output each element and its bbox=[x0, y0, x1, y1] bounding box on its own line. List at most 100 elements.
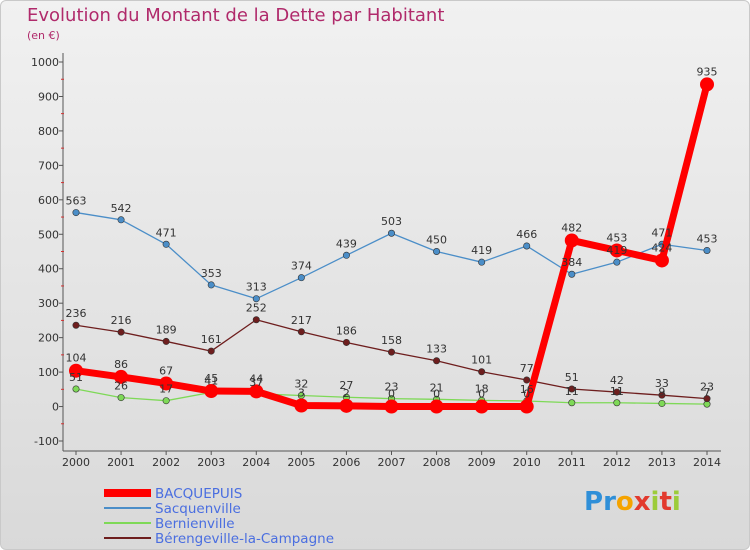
data-point bbox=[478, 258, 486, 266]
data-point bbox=[252, 316, 260, 324]
data-label: 384 bbox=[561, 256, 582, 269]
y-tick-label: 600 bbox=[38, 194, 59, 207]
data-label: 450 bbox=[426, 234, 447, 247]
data-point bbox=[114, 369, 129, 384]
x-tick-label: 2001 bbox=[107, 456, 135, 469]
data-label: 7 bbox=[704, 386, 711, 399]
data-point bbox=[69, 363, 83, 378]
data-label: 27 bbox=[339, 379, 353, 392]
data-label: 26 bbox=[114, 380, 128, 393]
x-tick-label: 2009 bbox=[468, 456, 496, 469]
y-tick-label: 300 bbox=[38, 297, 59, 310]
data-label: 3 bbox=[298, 387, 305, 400]
data-point bbox=[613, 258, 621, 266]
data-label: 353 bbox=[201, 267, 222, 280]
data-point bbox=[523, 376, 531, 384]
data-point bbox=[72, 385, 80, 393]
data-point bbox=[204, 384, 219, 399]
x-tick-label: 2005 bbox=[287, 456, 315, 469]
data-label: 424 bbox=[651, 241, 672, 254]
data-label: 11 bbox=[565, 385, 579, 398]
data-point bbox=[568, 399, 576, 407]
data-label: 0 bbox=[478, 388, 485, 401]
data-point bbox=[658, 391, 666, 399]
data-label: 133 bbox=[426, 343, 447, 356]
legend-label: Bernienville bbox=[155, 516, 235, 532]
data-point bbox=[72, 321, 80, 329]
x-tick-label: 2008 bbox=[423, 456, 451, 469]
data-label: 482 bbox=[561, 221, 582, 234]
y-tick-label: 900 bbox=[38, 90, 59, 103]
data-label: 33 bbox=[655, 377, 669, 390]
data-point bbox=[297, 328, 305, 336]
data-point bbox=[162, 337, 170, 345]
data-label: 158 bbox=[381, 334, 402, 347]
data-label: 313 bbox=[246, 281, 267, 294]
data-point bbox=[342, 338, 350, 346]
data-label: 51 bbox=[565, 371, 579, 384]
data-point bbox=[342, 251, 350, 259]
data-label: 0 bbox=[388, 388, 395, 401]
data-point bbox=[387, 348, 395, 356]
data-label: 51 bbox=[69, 371, 83, 384]
chart-subtitle: (en €) bbox=[27, 29, 60, 42]
y-tick-label: 800 bbox=[38, 125, 59, 138]
data-label: 217 bbox=[291, 314, 312, 327]
y-tick-label: 0 bbox=[52, 401, 59, 414]
data-point bbox=[433, 248, 441, 256]
data-point bbox=[568, 385, 576, 393]
data-label: 0 bbox=[433, 388, 440, 401]
data-point bbox=[249, 384, 264, 399]
x-tick-label: 2007 bbox=[378, 456, 406, 469]
data-point bbox=[433, 357, 441, 365]
data-point bbox=[703, 246, 711, 254]
data-point bbox=[294, 398, 309, 413]
data-point bbox=[117, 216, 125, 224]
data-point bbox=[252, 295, 260, 303]
data-point bbox=[72, 209, 80, 217]
data-label: 189 bbox=[156, 323, 177, 336]
data-label: 23 bbox=[700, 381, 714, 394]
data-point bbox=[117, 328, 125, 336]
data-label: 104 bbox=[66, 352, 87, 365]
data-point bbox=[523, 242, 531, 250]
data-label: 563 bbox=[66, 195, 87, 208]
x-tick-label: 2010 bbox=[513, 456, 541, 469]
x-tick-label: 2004 bbox=[242, 456, 270, 469]
data-label: 11 bbox=[610, 385, 624, 398]
data-label: 17 bbox=[159, 383, 173, 396]
data-label: 9 bbox=[658, 385, 665, 398]
data-label: 41 bbox=[204, 374, 218, 387]
data-point bbox=[207, 281, 215, 289]
x-tick-label: 2002 bbox=[152, 456, 180, 469]
legend-label: Bérengeville-la-Campagne bbox=[155, 531, 334, 547]
data-point bbox=[613, 399, 621, 407]
x-tick-label: 2003 bbox=[197, 456, 225, 469]
data-point bbox=[658, 399, 666, 407]
data-label: 236 bbox=[66, 307, 87, 320]
data-label: 2 bbox=[343, 387, 350, 400]
data-label: 466 bbox=[516, 228, 537, 241]
data-point bbox=[703, 395, 711, 403]
data-label: 0 bbox=[523, 388, 530, 401]
x-tick-label: 2006 bbox=[332, 456, 360, 469]
x-tick-label: 2011 bbox=[558, 456, 586, 469]
data-label: 45 bbox=[204, 372, 218, 385]
y-tick-label: 100 bbox=[38, 366, 59, 379]
y-tick-label: 400 bbox=[38, 263, 59, 276]
data-label: 23 bbox=[385, 381, 399, 394]
data-label: 32 bbox=[294, 378, 308, 391]
data-point bbox=[429, 399, 444, 414]
data-point bbox=[609, 243, 624, 258]
data-label: 216 bbox=[111, 314, 132, 327]
data-label: 471 bbox=[156, 226, 177, 239]
data-label: 42 bbox=[610, 374, 624, 387]
data-label: 252 bbox=[246, 302, 267, 315]
y-tick-label: 500 bbox=[38, 228, 59, 241]
data-label: 453 bbox=[606, 231, 627, 244]
data-label: 935 bbox=[697, 65, 718, 78]
chart-title: Evolution du Montant de la Dette par Hab… bbox=[27, 5, 445, 26]
data-point bbox=[387, 229, 395, 237]
